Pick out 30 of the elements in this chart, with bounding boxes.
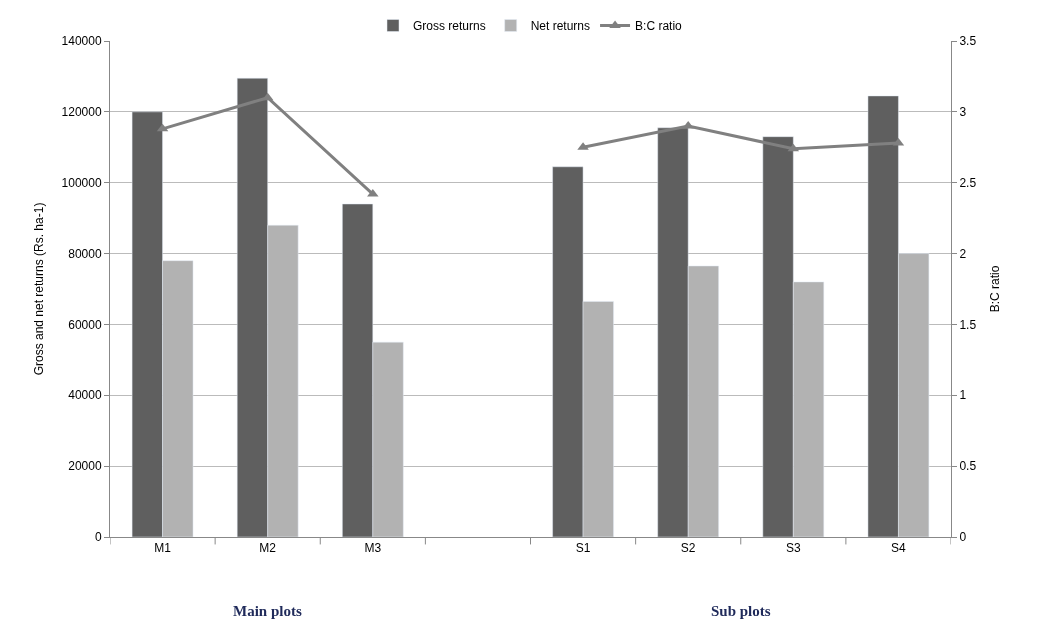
x-tick-label: S2 xyxy=(680,541,696,556)
legend-label: Net returns xyxy=(530,19,591,34)
y-tick-label: 120000 xyxy=(61,105,102,120)
x-tick-label: M2 xyxy=(259,541,277,556)
y-tick-label: 80000 xyxy=(68,246,102,261)
y2-tick-label: 1.5 xyxy=(959,317,977,332)
y2-tick-label: 2 xyxy=(959,246,967,261)
legend-label: Gross returns xyxy=(413,19,486,34)
y2-tick-label: 2.5 xyxy=(959,175,977,190)
y-tick-label: 40000 xyxy=(68,388,102,403)
y-tick-label: 60000 xyxy=(68,317,102,332)
text: Main plots xyxy=(233,603,302,619)
y2-tick-label: 3 xyxy=(959,105,967,120)
text: Sub plots xyxy=(711,603,771,619)
y2-tick-label: 1 xyxy=(959,388,967,403)
x-tick-label: S4 xyxy=(891,541,907,556)
y-tick-label: 0 xyxy=(94,530,102,545)
x-tick-label: S1 xyxy=(575,541,591,556)
y2-tick-label: 0 xyxy=(959,530,967,545)
legend-label: B:C ratio xyxy=(635,19,683,34)
y2-axis-title: B:C ratio xyxy=(988,265,1003,313)
y-axis-title: Gross and net returns (Rs. ha-1) xyxy=(31,202,46,376)
x-tick-label: M3 xyxy=(364,541,382,556)
y-tick-label: 20000 xyxy=(68,459,102,474)
x-tick-label: S3 xyxy=(785,541,801,556)
y-tick-label: 140000 xyxy=(61,34,102,49)
y2-tick-label: 3.5 xyxy=(959,34,977,49)
x-tick-label: M1 xyxy=(154,541,172,556)
y-tick-label: 100000 xyxy=(61,175,102,190)
y2-tick-label: 0.5 xyxy=(959,459,977,474)
